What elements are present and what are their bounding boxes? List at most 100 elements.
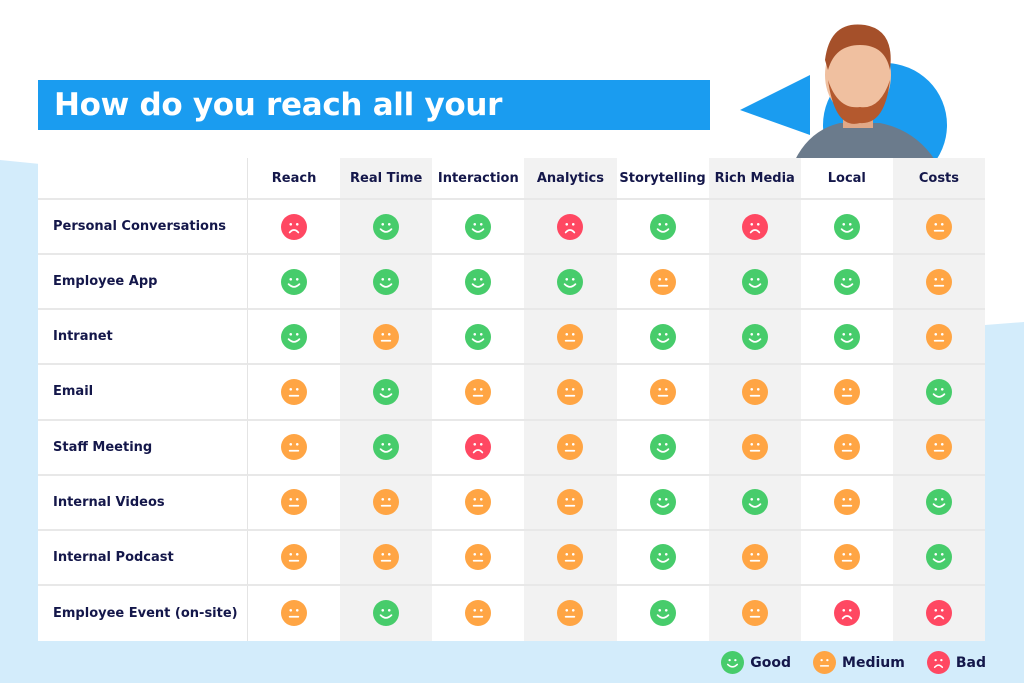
rating-cell-medium — [708, 585, 801, 641]
smiley-neutral-icon — [373, 489, 400, 516]
rating-cell-medium — [892, 420, 985, 476]
smiley-happy-icon — [465, 268, 492, 295]
rating-cell-good — [616, 310, 709, 366]
rating-cell-medium — [432, 586, 524, 641]
rating-cell-medium — [248, 586, 340, 641]
smiley-sad-icon — [281, 213, 308, 240]
rating-cell-medium — [524, 475, 617, 531]
smiley-sad-icon — [465, 434, 492, 461]
rating-cell-bad — [432, 421, 525, 476]
rating-cell-medium — [432, 531, 525, 586]
smiley-happy-icon — [373, 268, 400, 295]
rating-cell-good — [617, 586, 709, 641]
rating-cell-good — [800, 200, 893, 256]
column-header: Storytelling — [616, 158, 709, 200]
smiley-neutral-icon — [833, 378, 860, 405]
smiley-neutral-icon — [741, 544, 768, 571]
smiley-neutral-icon — [373, 544, 400, 571]
smiley-neutral-icon — [741, 600, 768, 627]
legend: Good Medium Bad — [707, 651, 986, 674]
smiley-happy-icon — [465, 323, 492, 350]
row-header: Internal Videos — [38, 475, 248, 531]
smiley-neutral-icon — [557, 489, 584, 516]
smiley-happy-icon — [833, 323, 860, 350]
smiley-neutral-icon — [281, 600, 308, 627]
page-title: How do you reach all your employees? — [38, 80, 710, 173]
rating-cell-good — [616, 476, 709, 531]
rating-cell-medium — [524, 530, 617, 586]
smiley-happy-icon — [925, 544, 952, 571]
smiley-happy-icon — [649, 489, 676, 516]
rating-cell-medium — [800, 365, 893, 421]
rating-cell-bad — [524, 200, 617, 256]
rating-cell-medium — [800, 531, 893, 586]
comparison-table: Reach Real Time Interaction Analytics Storyt… — [38, 158, 985, 641]
smiley-sad-icon — [557, 213, 584, 240]
smiley-happy-icon — [649, 544, 676, 571]
smiley-neutral-icon — [925, 268, 952, 295]
smiley-happy-icon — [925, 489, 952, 516]
smiley-neutral-icon — [281, 544, 308, 571]
smiley-sad-icon — [833, 600, 860, 627]
legend-label: Good — [750, 654, 792, 671]
smiley-sad-icon — [925, 600, 952, 627]
rating-cell-medium — [248, 531, 341, 586]
smiley-neutral-icon — [833, 434, 860, 461]
smiley-neutral-icon — [741, 434, 768, 461]
rating-cell-medium — [892, 255, 985, 311]
smiley-neutral-icon — [465, 600, 492, 627]
smiley-happy-icon — [741, 489, 768, 516]
smiley-neutral-icon — [649, 268, 676, 295]
row-header: Email — [38, 365, 248, 421]
smiley-neutral-icon — [373, 323, 400, 350]
rating-cell-medium — [708, 530, 801, 586]
rating-cell-good — [248, 310, 341, 366]
smiley-happy-icon — [557, 268, 584, 295]
rating-cell-bad — [708, 200, 801, 256]
rating-cell-medium — [432, 476, 525, 531]
rating-cell-good — [800, 255, 893, 311]
smiley-happy-icon — [649, 213, 676, 240]
rating-cell-medium — [248, 421, 341, 476]
smiley-happy-icon — [649, 600, 676, 627]
smiley-happy-icon — [925, 378, 952, 405]
smiley-sad-icon — [741, 213, 768, 240]
column-header: Reach — [248, 158, 341, 200]
smiley-neutral-icon — [557, 323, 584, 350]
rating-cell-good — [708, 310, 801, 366]
smiley-happy-icon — [833, 268, 860, 295]
column-header: Analytics — [524, 158, 617, 200]
legend-item-bad: Bad — [926, 651, 986, 674]
rating-cell-medium — [248, 365, 341, 421]
smiley-happy-icon — [373, 213, 400, 240]
row-header: Employee App — [38, 255, 248, 311]
rating-cell-medium — [708, 420, 801, 476]
smiley-neutral-icon — [925, 323, 952, 350]
smiley-happy-icon — [281, 323, 308, 350]
rating-cell-medium — [616, 365, 709, 421]
rating-cell-medium — [892, 310, 985, 366]
row-header: Personal Conversations — [38, 200, 248, 256]
legend-item-medium: Medium — [813, 651, 905, 674]
smiley-neutral-icon — [557, 544, 584, 571]
smiley-happy-icon — [649, 323, 676, 350]
rating-cell-good — [340, 585, 433, 641]
row-header: Employee Event (on-site) — [38, 585, 248, 641]
rating-cell-medium — [524, 585, 617, 641]
rating-cell-medium — [248, 476, 341, 531]
rating-cell-medium — [524, 310, 617, 366]
rating-cell-good — [248, 255, 341, 311]
rating-cell-medium — [892, 200, 985, 256]
rating-cell-good — [340, 255, 433, 311]
column-header: Costs — [892, 158, 985, 200]
rating-cell-good — [616, 531, 709, 586]
column-header: Interaction — [432, 158, 525, 200]
rating-cell-good — [340, 200, 433, 256]
smiley-sad-icon — [926, 651, 950, 674]
smiley-happy-icon — [721, 651, 745, 674]
rating-cell-good — [340, 365, 433, 421]
column-header: Local — [800, 158, 893, 200]
smiley-neutral-icon — [557, 600, 584, 627]
smiley-neutral-icon — [833, 489, 860, 516]
rating-cell-good — [892, 530, 985, 586]
